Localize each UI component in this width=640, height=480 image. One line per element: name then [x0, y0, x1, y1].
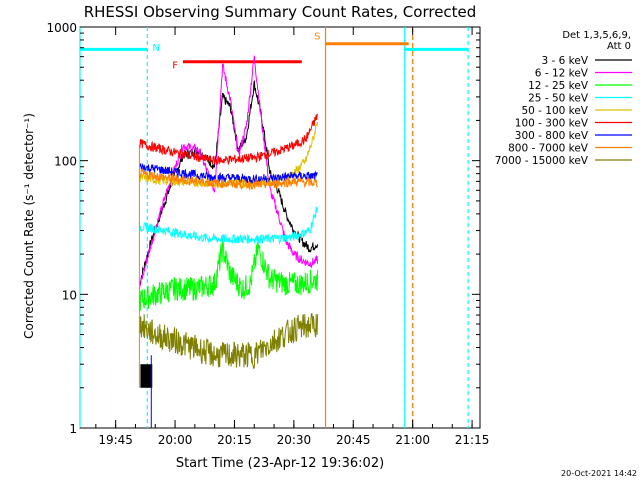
- x-tick-label: 21:00: [395, 433, 430, 447]
- x-tick-label: 19:45: [98, 433, 133, 447]
- axes: 1 10 100 1000 19:45 20:00 20:15 20:30 20:45 21:00…: [46, 21, 489, 447]
- legend-label: 800 - 7000 keV: [508, 143, 589, 155]
- footer-date: 20-Oct-2021 14:42: [561, 469, 637, 478]
- observing-markers: N F S: [79, 27, 469, 428]
- legend-label: 300 - 800 keV: [515, 130, 589, 142]
- annotation-label: S: [314, 32, 320, 43]
- series-line-6: [138, 113, 319, 166]
- low-count-block: [140, 364, 153, 388]
- legend-label: 3 - 6 keV: [541, 55, 588, 67]
- legend-header: Att 0: [607, 41, 631, 52]
- annotation-label: N: [152, 43, 159, 54]
- x-tick-label: 20:15: [217, 433, 252, 447]
- x-tick-label: 20:45: [336, 433, 371, 447]
- y-tick-label: 10: [62, 288, 77, 302]
- series-line-7: [138, 162, 318, 185]
- series-line-3: [138, 239, 319, 311]
- x-tick-label: 20:30: [277, 433, 312, 447]
- series-group: [138, 55, 319, 428]
- series-line-4: [138, 206, 319, 245]
- x-tick-label: 20:00: [158, 433, 193, 447]
- y-axis-label: Corrected Count Rate (s⁻¹ detector⁻¹): [22, 113, 36, 339]
- annotation-label: F: [172, 61, 178, 72]
- series-line-2: [138, 55, 319, 291]
- x-axis-label: Start Time (23-Apr-12 19:36:02): [176, 456, 384, 471]
- series-line-5: [138, 121, 319, 190]
- y-tick-label: 100: [54, 155, 77, 169]
- legend-label: 50 - 100 keV: [521, 105, 588, 117]
- legend-label: 12 - 25 keV: [528, 80, 589, 92]
- legend-label: 7000 - 15000 keV: [495, 155, 589, 167]
- legend-header: Det 1,3,5,6,9,: [562, 30, 631, 41]
- legend-label: 100 - 300 keV: [515, 118, 589, 130]
- x-tick-label: 21:15: [455, 433, 490, 447]
- legend-label: 6 - 12 keV: [535, 68, 589, 80]
- y-tick-label: 1000: [46, 21, 77, 35]
- legend-label: 25 - 50 keV: [528, 93, 589, 105]
- y-tick-label: 1: [69, 422, 77, 436]
- series-line-9: [138, 313, 319, 370]
- series-line-8: [138, 168, 319, 191]
- series-line-1: [138, 80, 319, 285]
- chart-title: RHESSI Observing Summary Count Rates, Co…: [84, 3, 477, 21]
